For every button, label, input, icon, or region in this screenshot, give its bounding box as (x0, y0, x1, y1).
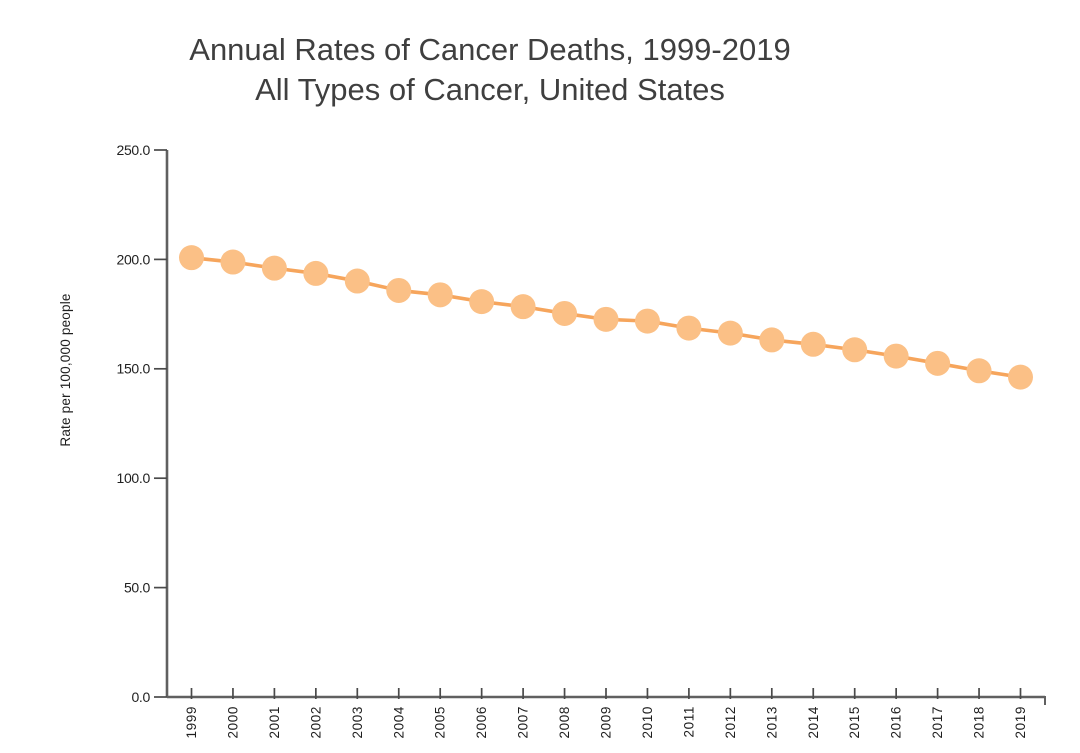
y-axis-tick-label: 250.0 (116, 142, 150, 158)
x-axis-tick-label: 2013 (764, 706, 779, 738)
x-axis-tick-label: 2007 (516, 706, 531, 738)
data-point-2000 (220, 249, 246, 275)
data-point-2001 (261, 255, 287, 281)
x-axis-tick-label: 2001 (267, 706, 282, 738)
x-axis-tick-label: 2016 (889, 706, 904, 738)
x-axis-tick-label: 2009 (599, 706, 614, 738)
y-axis-tick-label: 50.0 (124, 580, 151, 596)
data-point-2019 (1008, 364, 1033, 390)
data-point-2018 (966, 358, 992, 384)
x-axis-tick-label: 2015 (847, 706, 862, 738)
data-point-2004 (386, 277, 412, 303)
data-point-2002 (303, 260, 329, 286)
y-axis-title: Rate per 100,000 people (58, 293, 73, 446)
data-point-1999 (179, 245, 204, 271)
chart-title-line1: Annual Rates of Cancer Deaths, 1999-2019 (189, 32, 791, 67)
data-point-2008 (552, 300, 578, 326)
x-axis-tick-label: 2017 (930, 706, 945, 738)
data-point-2013 (759, 327, 785, 353)
x-axis-tick-label: 1999 (184, 706, 199, 738)
y-axis-tick-label: 0.0 (131, 689, 150, 705)
data-point-2011 (676, 315, 702, 341)
x-axis-tick-label: 2018 (972, 706, 987, 738)
x-axis-tick-label: 2019 (1013, 706, 1028, 738)
data-point-2017 (925, 350, 951, 376)
y-axis-tick-label: 100.0 (116, 470, 150, 486)
data-point-2003 (344, 268, 370, 294)
data-point-2009 (593, 306, 619, 332)
data-point-2012 (717, 320, 743, 346)
data-point-2016 (883, 343, 909, 369)
x-axis-tick-label: 2000 (225, 706, 240, 738)
x-axis-tick-label: 2014 (806, 706, 821, 738)
x-axis-tick-label: 2011 (681, 706, 696, 737)
x-axis-tick-label: 2002 (308, 706, 323, 738)
chart-title: Annual Rates of Cancer Deaths, 1999-2019… (78, 30, 902, 110)
data-point-2005 (427, 282, 453, 308)
x-axis-tick-label: 2006 (474, 706, 489, 738)
x-axis-tick-label: 2010 (640, 706, 655, 738)
y-axis-tick-label: 150.0 (116, 361, 150, 377)
data-point-2015 (842, 337, 868, 363)
data-point-2010 (634, 308, 660, 334)
x-axis-tick-label: 2005 (433, 706, 448, 738)
data-point-2006 (469, 289, 495, 315)
data-point-2014 (800, 331, 826, 357)
y-axis-tick-label: 200.0 (116, 251, 150, 267)
x-axis-tick-label: 2003 (350, 706, 365, 738)
x-axis-tick-label: 2008 (557, 706, 572, 738)
x-axis-tick-label: 2012 (723, 706, 738, 738)
chart-title-line2: All Types of Cancer, United States (255, 72, 725, 107)
data-point-2007 (510, 294, 536, 320)
x-axis-tick-label: 2004 (391, 706, 406, 738)
